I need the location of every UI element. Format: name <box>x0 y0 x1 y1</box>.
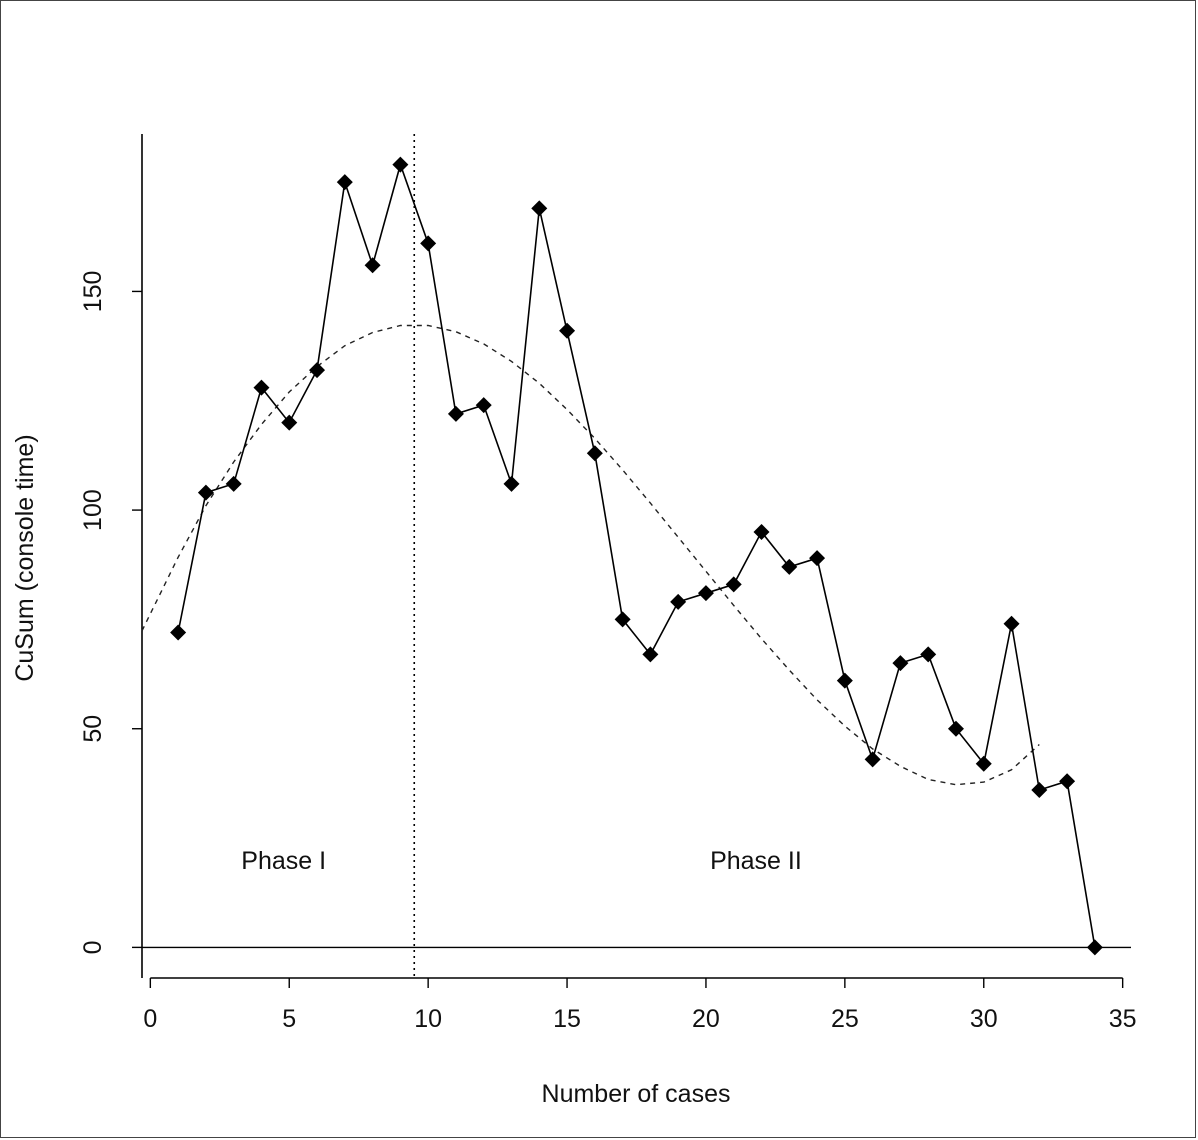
data-point <box>975 755 992 772</box>
fit-curve-layer <box>141 324 1040 786</box>
data-point <box>475 397 492 414</box>
y-tick-label: 0 <box>79 940 107 954</box>
annotation-phase-1: Phase I <box>241 847 326 875</box>
x-axis-label: Number of cases <box>542 1080 731 1108</box>
data-point <box>586 445 603 462</box>
x-tick-label: 0 <box>143 1005 157 1033</box>
labels: Number of cases CuSum (console time) Pha… <box>11 434 802 1108</box>
data-point <box>1031 781 1048 798</box>
y-tick-label: 50 <box>79 715 107 743</box>
data-point <box>697 585 714 602</box>
fit-curve <box>141 324 1040 786</box>
series-layer <box>170 156 1103 956</box>
data-point <box>364 257 381 274</box>
annotation-phase-2: Phase II <box>710 847 802 875</box>
data-point <box>947 720 964 737</box>
x-tick-label: 30 <box>970 1005 998 1033</box>
data-point <box>392 156 409 173</box>
data-point <box>559 322 576 339</box>
x-tick-label: 5 <box>282 1005 296 1033</box>
data-point <box>864 751 881 768</box>
x-tick-label: 25 <box>831 1005 859 1033</box>
data-point <box>670 593 687 610</box>
data-point <box>447 405 464 422</box>
data-point <box>781 558 798 575</box>
data-point <box>753 523 770 540</box>
y-axis-label: CuSum (console time) <box>11 434 39 681</box>
y-tick-label: 100 <box>79 489 107 531</box>
data-point <box>170 624 187 641</box>
reference-lines <box>142 134 1131 978</box>
data-point <box>1059 773 1076 790</box>
data-point <box>614 611 631 628</box>
data-point <box>197 484 214 501</box>
x-tick-label: 15 <box>553 1005 581 1033</box>
data-point <box>503 475 520 492</box>
data-point <box>892 655 909 672</box>
data-point <box>225 475 242 492</box>
axes: 0 5 10 15 20 25 30 35 0 50 100 150 <box>79 134 1137 1033</box>
series-line <box>177 161 1096 948</box>
x-tick-label: 20 <box>692 1005 720 1033</box>
x-tick-label: 10 <box>414 1005 442 1033</box>
data-point <box>836 672 853 689</box>
data-point <box>1003 615 1020 632</box>
data-point <box>253 379 270 396</box>
data-point <box>281 414 298 431</box>
x-tick-label: 35 <box>1109 1005 1137 1033</box>
data-point <box>309 362 326 379</box>
y-tick-label: 150 <box>79 271 107 313</box>
data-point <box>920 646 937 663</box>
data-point <box>420 235 437 252</box>
data-point <box>1086 939 1103 956</box>
data-point <box>725 576 742 593</box>
data-point <box>531 200 548 217</box>
data-point <box>336 174 353 191</box>
data-point <box>642 646 659 663</box>
data-point <box>809 550 826 567</box>
